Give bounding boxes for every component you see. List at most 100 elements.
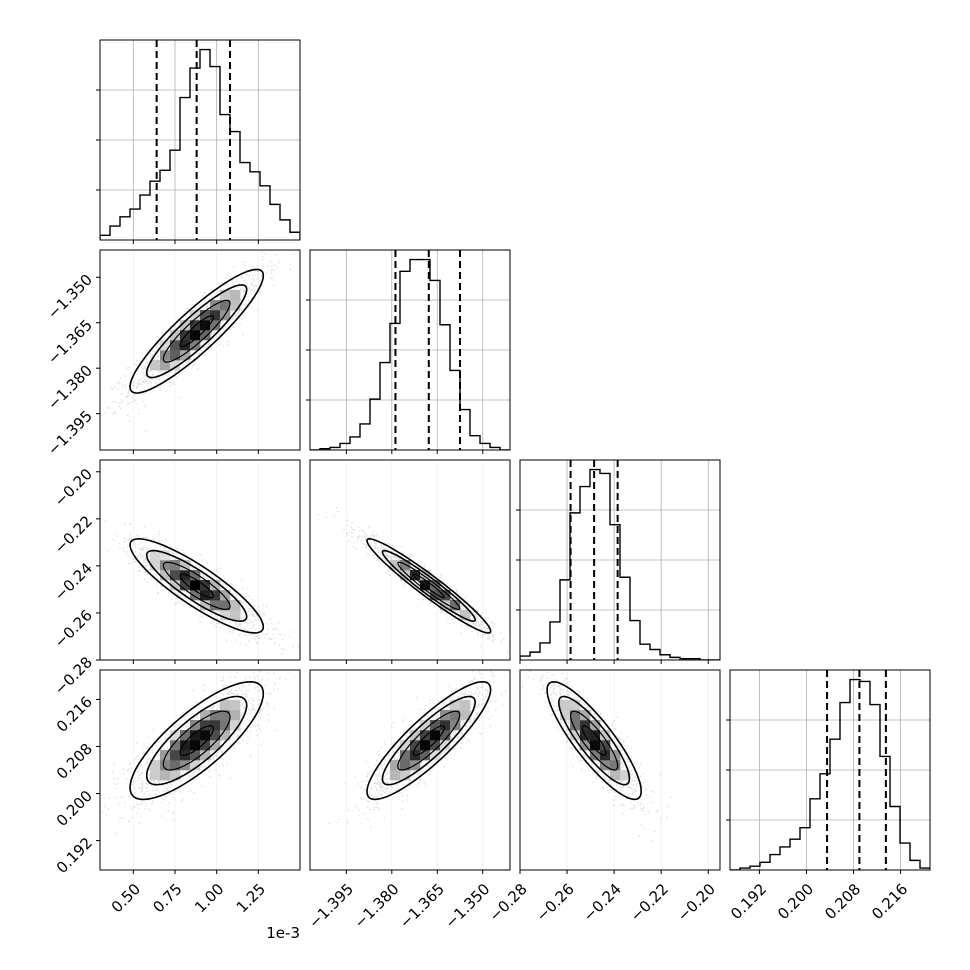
density-cell (390, 770, 401, 781)
density-cell (170, 750, 181, 761)
density-cell (600, 730, 611, 741)
contour-level-4 (366, 537, 492, 634)
density-cell (590, 730, 601, 741)
density-cell (210, 720, 221, 731)
histogram-panel-2 (306, 249, 511, 454)
contour-level-4 (129, 268, 265, 394)
scatter-content (328, 670, 510, 828)
y-tick-label: −1.395 (44, 407, 96, 459)
density-cell (190, 340, 201, 351)
density-cell (410, 570, 421, 581)
contour-level-2 (162, 710, 231, 771)
density-cell (580, 720, 591, 731)
density-cell (200, 730, 211, 741)
panel-frame (519, 459, 721, 661)
density-cell (160, 550, 171, 561)
x-tick-label: 1.00 (191, 880, 227, 916)
y-tick-label: 0.192 (53, 834, 96, 877)
density-cell (560, 710, 571, 721)
density-cell (170, 580, 181, 591)
density-cell (210, 320, 221, 331)
contour-level-2 (162, 299, 231, 363)
density-cell (150, 360, 161, 371)
y-tick-label: −0.20 (51, 465, 96, 510)
density-cell (560, 700, 571, 711)
density-cell (170, 770, 181, 781)
density-cell (210, 590, 221, 601)
panel-frame (729, 669, 931, 871)
x-tick-label: −1.350 (441, 880, 493, 932)
y-tick-label: −0.24 (51, 559, 96, 604)
y-tick-label: 0.208 (53, 740, 96, 783)
scatter-content (104, 250, 298, 433)
density-cell (440, 740, 451, 751)
scatter-panel-4-2 (309, 669, 511, 874)
contour-level-2 (397, 710, 461, 771)
density-cell (230, 600, 241, 611)
density-cell (440, 720, 451, 731)
density-cell (150, 550, 161, 561)
density-cell (430, 750, 441, 761)
density-cell (200, 590, 211, 601)
density-cell (430, 720, 441, 731)
x-tick-label: 0.200 (774, 880, 817, 923)
contour-level-1 (179, 315, 214, 348)
density-cell (400, 760, 411, 771)
y-tick-label: −0.28 (51, 653, 96, 698)
density-cell (220, 300, 231, 311)
density-cell (180, 740, 191, 751)
contour-level-1 (179, 725, 214, 756)
density-cell (170, 330, 181, 341)
density-cell (610, 760, 621, 771)
density-cell (150, 560, 161, 571)
density-cell (400, 560, 411, 571)
histogram-panel-4 (726, 669, 931, 874)
density-cell (200, 320, 211, 331)
density-cell (160, 760, 171, 771)
density-cell (590, 740, 601, 751)
panel-frame (309, 669, 511, 871)
density-cell (170, 570, 181, 581)
density-cell (200, 720, 211, 731)
density-cell (420, 580, 431, 591)
histogram-steps-4 (730, 678, 930, 870)
y-tick-label: 0.200 (53, 787, 96, 830)
density-cell (440, 730, 451, 741)
density-cell (220, 700, 231, 711)
density-cell (190, 750, 201, 761)
density-cell (570, 730, 581, 741)
scatter-content (317, 507, 510, 660)
density-cell (440, 600, 451, 611)
x-tick-label: 0.50 (108, 880, 144, 916)
x-tick-label: 0.192 (727, 880, 770, 923)
contour-level-4 (366, 680, 492, 801)
density-cell (200, 740, 211, 751)
contour-level-2 (397, 561, 461, 610)
density-cell (220, 590, 231, 601)
density-cell (220, 720, 231, 731)
density-cell (220, 610, 231, 621)
density-cell (190, 330, 201, 341)
density-cell (570, 710, 581, 721)
contour-level-1 (179, 573, 214, 599)
density-cell (180, 580, 191, 591)
panel-frame (519, 669, 721, 871)
density-cell (190, 740, 201, 751)
density-cell (390, 760, 401, 771)
density-cell (210, 310, 221, 321)
density-cell (180, 560, 191, 571)
density-cell (210, 580, 221, 591)
x-tick-label: 1.25 (233, 880, 269, 916)
y-tick-label: −1.380 (44, 361, 96, 413)
contour-level-3 (557, 695, 631, 786)
density-cell (160, 770, 171, 781)
panel-frame (99, 669, 301, 871)
density-cell (210, 730, 221, 741)
density-cell (460, 610, 471, 621)
density-cell (170, 760, 181, 771)
scatter-panel-3-2 (309, 459, 511, 664)
density-cell (160, 570, 171, 581)
density-cell (230, 290, 241, 301)
density-cell (400, 770, 411, 781)
